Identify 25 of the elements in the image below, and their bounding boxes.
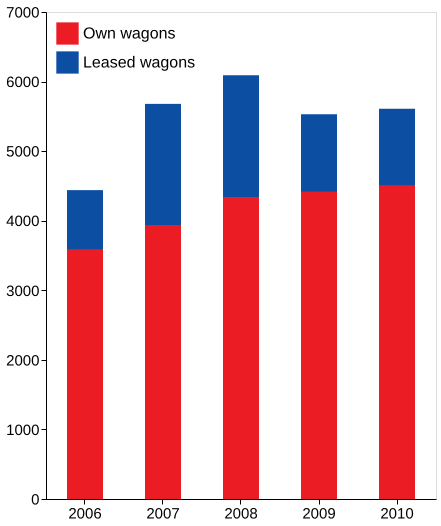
x-tick-label: 2008 — [224, 506, 258, 522]
legend-label: Leased wagons — [83, 54, 196, 72]
x-tick-label: 2007 — [146, 506, 180, 522]
y-tick-label: 1000 — [6, 422, 40, 439]
bar — [67, 190, 103, 250]
x-tick-label: 2010 — [380, 506, 414, 522]
y-tick-label: 6000 — [6, 74, 40, 92]
bar — [379, 186, 415, 499]
y-tick-label: 2000 — [6, 352, 40, 370]
bar — [145, 226, 181, 499]
y-tick-label: 3000 — [6, 282, 40, 300]
bar — [223, 198, 259, 499]
bar — [223, 75, 259, 198]
bar — [379, 108, 415, 186]
bar — [67, 250, 103, 499]
bar — [145, 104, 181, 226]
y-tick-label: 0 — [31, 492, 40, 508]
y-tick-label: 7000 — [6, 4, 40, 22]
y-tick-label: 4000 — [6, 213, 40, 230]
bar — [301, 191, 337, 499]
y-tick-label: 5000 — [6, 144, 40, 161]
x-tick-label: 2006 — [68, 506, 102, 522]
x-tick-label: 2009 — [302, 506, 336, 522]
bar — [301, 114, 337, 192]
legend-label: Own wagons — [83, 26, 176, 42]
